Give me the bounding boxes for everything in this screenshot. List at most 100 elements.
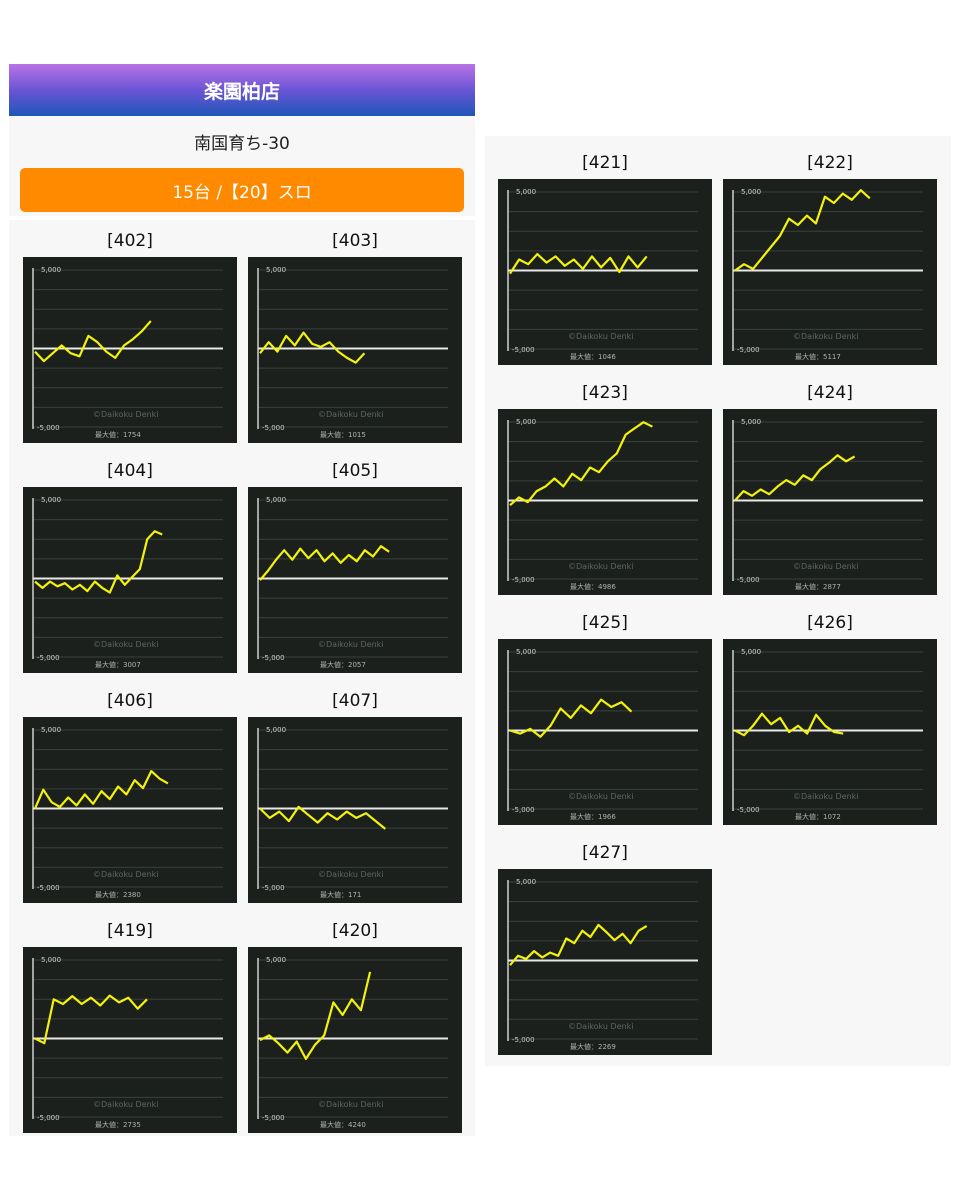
y-max-label: 5,000 — [741, 188, 761, 196]
separator — [9, 216, 475, 220]
machine-number-label: [404] — [107, 461, 153, 481]
graph-background — [23, 257, 237, 443]
y-max-label: 5,000 — [516, 648, 536, 656]
y-max-label: 5,000 — [266, 956, 286, 964]
graph-card[interactable]: [425] 5,000 -5,000 ©Daikoku Denki 最大値：1966 — [498, 607, 712, 825]
y-max-label: 5,000 — [41, 266, 61, 274]
data-line — [509, 252, 648, 275]
y-min-label: -5,000 — [262, 884, 285, 892]
y-min-label: -5,000 — [512, 576, 535, 584]
data-line — [34, 994, 148, 1045]
watermark: ©Daikoku Denki — [93, 870, 159, 879]
graph-card[interactable]: [404] 5,000 -5,000 ©Daikoku Denki 最大値：3007 — [23, 455, 237, 673]
machine-number-label: [402] — [107, 231, 153, 251]
data-line — [34, 530, 163, 594]
slump-graph: 5,000 -5,000 ©Daikoku Denki 最大値：1754 — [23, 257, 237, 443]
y-max-label: 5,000 — [516, 188, 536, 196]
y-min-label: -5,000 — [737, 806, 760, 814]
slump-graph: 5,000 -5,000 ©Daikoku Denki 最大値：3007 — [23, 487, 237, 673]
machine-number-label: [426] — [807, 613, 853, 633]
data-line — [734, 454, 856, 502]
graph-card[interactable]: [421] 5,000 -5,000 ©Daikoku Denki 最大値：1046 — [498, 147, 712, 365]
y-min-label: -5,000 — [512, 806, 535, 814]
watermark: ©Daikoku Denki — [318, 640, 384, 649]
graph-background — [498, 179, 712, 365]
graph-card[interactable]: [402] 5,000 -5,000 ©Daikoku Denki 最大値：1754 — [23, 225, 237, 443]
watermark: ©Daikoku Denki — [568, 562, 634, 571]
data-line — [34, 320, 152, 363]
store-header: 楽園柏店 — [9, 64, 475, 116]
machine-name: 南国育ち-30 — [194, 133, 290, 154]
max-value-label: 最大値：1966 — [570, 812, 616, 821]
watermark: ©Daikoku Denki — [318, 410, 384, 419]
max-value-label: 最大値：2269 — [570, 1042, 616, 1051]
watermark: ©Daikoku Denki — [93, 1100, 159, 1109]
graph-background — [248, 487, 462, 673]
y-min-label: -5,000 — [37, 654, 60, 662]
graph-card[interactable]: [405] 5,000 -5,000 ©Daikoku Denki 最大値：2057 — [248, 455, 462, 673]
watermark: ©Daikoku Denki — [793, 332, 859, 341]
machine-number-label: [427] — [582, 843, 628, 863]
data-line — [259, 805, 386, 830]
machine-count-label: 15台 /【20】スロ — [172, 182, 312, 203]
graph-card[interactable]: [419] 5,000 -5,000 ©Daikoku Denki 最大値：2735 — [23, 915, 237, 1133]
slump-graph: 5,000 -5,000 ©Daikoku Denki 最大値：2269 — [498, 869, 712, 1055]
store-title: 楽園柏店 — [203, 80, 280, 103]
slump-graph: 5,000 -5,000 ©Daikoku Denki 最大値：4240 — [248, 947, 462, 1133]
graph-card[interactable]: [424] 5,000 -5,000 ©Daikoku Denki 最大値：2877 — [723, 377, 937, 595]
y-min-label: -5,000 — [37, 424, 60, 432]
data-line — [509, 421, 653, 507]
y-min-label: -5,000 — [512, 1036, 535, 1044]
graph-background — [723, 179, 937, 365]
data-line — [259, 971, 372, 1061]
y-min-label: -5,000 — [37, 884, 60, 892]
y-max-label: 5,000 — [266, 726, 286, 734]
graph-background — [23, 947, 237, 1133]
slump-graph: 5,000 -5,000 ©Daikoku Denki 最大値：1966 — [498, 639, 712, 825]
y-max-label: 5,000 — [741, 648, 761, 656]
machine-number-label: [425] — [582, 613, 628, 633]
y-max-label: 5,000 — [516, 878, 536, 886]
graph-card[interactable]: [407] 5,000 -5,000 ©Daikoku Denki 最大値：171 — [248, 685, 462, 903]
y-min-label: -5,000 — [37, 1114, 60, 1122]
y-max-label: 5,000 — [266, 496, 286, 504]
machine-number-label: [421] — [582, 153, 628, 173]
watermark: ©Daikoku Denki — [318, 1100, 384, 1109]
graph-card[interactable]: [420] 5,000 -5,000 ©Daikoku Denki 最大値：4240 — [248, 915, 462, 1133]
y-max-label: 5,000 — [516, 418, 536, 426]
graph-card[interactable]: [422] 5,000 -5,000 ©Daikoku Denki 最大値：5117 — [723, 147, 937, 365]
y-max-label: 5,000 — [41, 956, 61, 964]
graph-background — [23, 717, 237, 903]
watermark: ©Daikoku Denki — [568, 1022, 634, 1031]
machine-number-label: [407] — [332, 691, 378, 711]
graph-card[interactable]: [423] 5,000 -5,000 ©Daikoku Denki 最大値：4986 — [498, 377, 712, 595]
y-min-label: -5,000 — [262, 654, 285, 662]
max-value-label: 最大値：2735 — [95, 1120, 141, 1129]
data-line — [259, 331, 366, 364]
max-value-label: 最大値：4240 — [320, 1120, 366, 1129]
machine-number-label: [422] — [807, 153, 853, 173]
graph-card[interactable]: [426] 5,000 -5,000 ©Daikoku Denki 最大値：1072 — [723, 607, 937, 825]
slump-graph: 5,000 -5,000 ©Daikoku Denki 最大値：1046 — [498, 179, 712, 365]
slump-graph: 5,000 -5,000 ©Daikoku Denki 最大値：1015 — [248, 257, 462, 443]
graph-card[interactable]: [403] 5,000 -5,000 ©Daikoku Denki 最大値：1015 — [248, 225, 462, 443]
max-value-label: 最大値：1754 — [95, 430, 141, 439]
slump-graph: 5,000 -5,000 ©Daikoku Denki 最大値：5117 — [723, 179, 937, 365]
data-line — [259, 545, 390, 581]
max-value-label: 最大値：171 — [320, 890, 361, 899]
machine-number-label: [423] — [582, 383, 628, 403]
graph-card[interactable]: [406] 5,000 -5,000 ©Daikoku Denki 最大値：2380 — [23, 685, 237, 903]
machine-number-label: [403] — [332, 231, 378, 251]
graph-background — [723, 409, 937, 595]
machine-count-button[interactable]: 15台 /【20】スロ — [20, 168, 464, 212]
machine-number-label: [405] — [332, 461, 378, 481]
slump-graph: 5,000 -5,000 ©Daikoku Denki 最大値：171 — [248, 717, 462, 903]
max-value-label: 最大値：1072 — [795, 812, 841, 821]
y-max-label: 5,000 — [266, 266, 286, 274]
watermark: ©Daikoku Denki — [93, 410, 159, 419]
graph-background — [248, 257, 462, 443]
watermark: ©Daikoku Denki — [793, 562, 859, 571]
graph-card[interactable]: [427] 5,000 -5,000 ©Daikoku Denki 最大値：2269 — [498, 837, 712, 1055]
data-line — [734, 189, 871, 272]
max-value-label: 最大値：1015 — [320, 430, 366, 439]
